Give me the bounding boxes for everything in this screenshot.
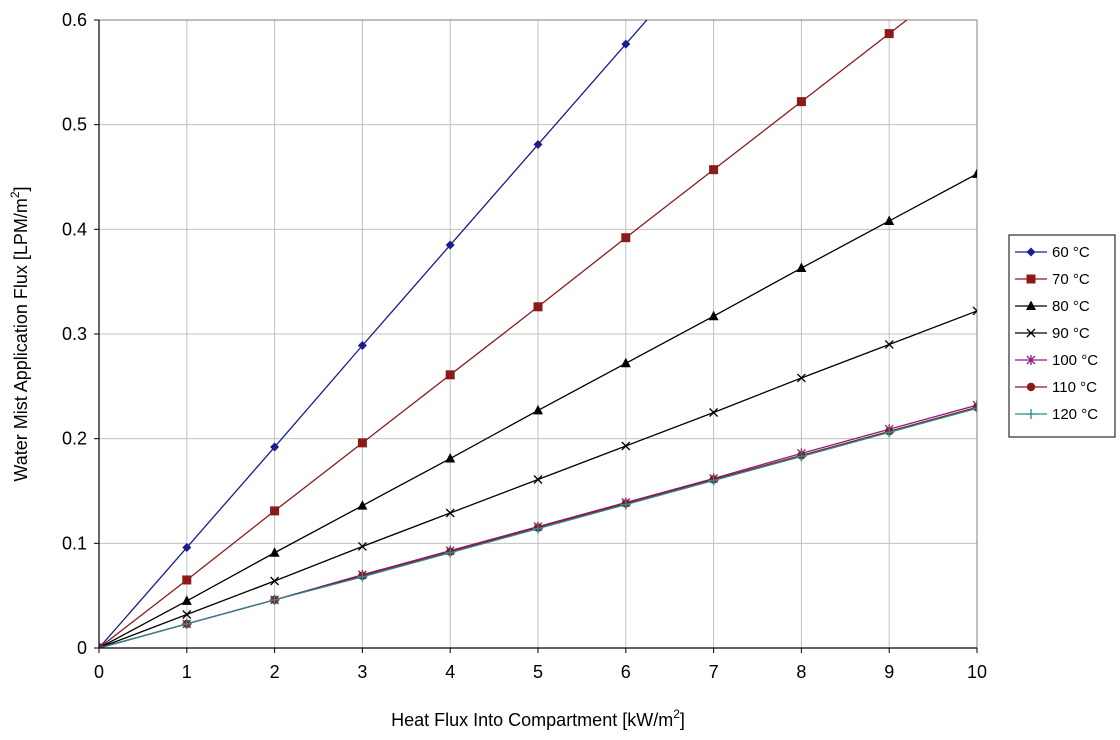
data-point-90-c — [270, 576, 280, 586]
x-tick-label: 1 — [182, 662, 192, 682]
data-point-80-c — [796, 262, 807, 273]
data-point-70-c — [884, 29, 894, 39]
legend-item-70-c: 70 °C — [1015, 271, 1090, 288]
legend-item-120-c: 120 °C — [1015, 406, 1098, 423]
data-point-60-c — [533, 140, 543, 150]
legend-item-90-c: 90 °C — [1015, 325, 1090, 342]
legend-marker-100-c — [1026, 355, 1036, 365]
y-tick-label: 0.1 — [62, 533, 87, 553]
data-point-60-c — [445, 240, 455, 250]
data-point-120-c — [181, 618, 192, 629]
data-point-80-c — [533, 404, 543, 415]
y-tick-label: 0 — [77, 638, 87, 658]
data-point-70-c — [621, 233, 631, 243]
data-point-120-c — [269, 594, 280, 605]
legend-label: 80 °C — [1052, 298, 1090, 315]
data-point-60-c — [270, 442, 280, 452]
data-point-90-c — [709, 408, 719, 417]
data-point-60-c — [182, 543, 192, 553]
x-tick-label: 7 — [709, 662, 719, 682]
data-point-70-c — [796, 97, 806, 107]
legend-marker-70-c — [1026, 274, 1036, 284]
data-point-70-c — [270, 506, 280, 516]
data-point-90-c — [533, 475, 543, 484]
legend-label: 60 °C — [1052, 244, 1090, 261]
y-tick-label: 0.6 — [62, 10, 87, 30]
x-tick-label: 8 — [796, 662, 806, 682]
legend-marker-60-c — [1026, 247, 1036, 257]
y-tick-label: 0.3 — [62, 324, 87, 344]
legend-label: 70 °C — [1052, 271, 1090, 288]
legend-item-60-c: 60 °C — [1015, 244, 1090, 261]
legend-marker-120-c — [1026, 409, 1036, 419]
data-point-80-c — [620, 357, 631, 368]
y-axis-title: Water Mist Application Flux [LPM/m2] — [8, 186, 31, 481]
legend-item-80-c: 80 °C — [1015, 298, 1090, 315]
legend-marker-110-c — [1026, 382, 1036, 392]
x-tick-label: 0 — [94, 662, 104, 682]
x-tick-label: 3 — [357, 662, 367, 682]
y-tick-label: 0.2 — [62, 429, 87, 449]
data-point-70-c — [357, 438, 367, 448]
legend-label: 110 °C — [1052, 379, 1097, 396]
data-point-60-c — [621, 39, 631, 49]
data-point-120-c — [445, 547, 456, 558]
data-point-90-c — [182, 610, 192, 619]
legend-label: 100 °C — [1052, 352, 1098, 369]
series-70-c — [99, 20, 908, 648]
data-point-70-c — [709, 165, 719, 175]
legend-label: 120 °C — [1052, 406, 1098, 423]
legend-marker-80-c — [1026, 300, 1036, 310]
data-point-120-c — [533, 523, 543, 534]
x-tick-label: 9 — [884, 662, 894, 682]
data-point-120-c — [357, 571, 368, 582]
x-tick-label: 2 — [270, 662, 280, 682]
y-tick-label: 0.5 — [62, 115, 87, 135]
data-point-90-c — [357, 542, 367, 551]
data-point-70-c — [445, 370, 455, 380]
x-tick-label: 10 — [967, 662, 987, 682]
x-tick-label: 5 — [533, 662, 543, 682]
data-point-120-c — [620, 499, 631, 510]
data-point-60-c — [357, 341, 367, 351]
series-80-c — [99, 168, 977, 648]
data-point-70-c — [182, 575, 192, 585]
data-point-80-c — [972, 168, 977, 178]
data-point-90-c — [972, 306, 977, 316]
x-axis-title: Heat Flux Into Compartment [kW/m2] — [391, 707, 685, 730]
data-point-120-c — [972, 403, 977, 414]
data-point-80-c — [269, 547, 280, 557]
data-point-90-c — [796, 373, 806, 383]
series-120-c — [99, 403, 977, 648]
legend-label: 90 °C — [1052, 325, 1090, 342]
data-point-120-c — [708, 475, 719, 486]
data-point-80-c — [884, 215, 895, 225]
data-point-80-c — [708, 310, 719, 321]
x-tick-label: 6 — [621, 662, 631, 682]
data-point-80-c — [357, 500, 368, 510]
data-point-90-c — [445, 508, 455, 518]
data-point-120-c — [884, 427, 895, 438]
data-point-80-c — [445, 453, 456, 463]
series-90-c — [99, 306, 977, 648]
legend-items: 60 °C 70 °C 80 °C 90 °C 100 °C 110 °C 120 °C — [1015, 244, 1098, 423]
x-tick-label: 4 — [445, 662, 455, 682]
legend-marker-90-c — [1026, 328, 1036, 338]
legend — [1008, 234, 1116, 438]
y-tick-label: 0.4 — [62, 219, 87, 239]
data-point-90-c — [884, 340, 894, 349]
legend-item-100-c: 100 °C — [1015, 352, 1098, 369]
axes: 0 1 2 3 4 5 6 7 8 9 10 0 0.1 0.2 0.3 0.4 0.5 0.6 — [62, 10, 987, 682]
data-point-80-c — [181, 595, 192, 605]
data-point-70-c — [533, 302, 543, 312]
data-point-120-c — [796, 451, 807, 462]
series-layer — [99, 20, 977, 648]
legend-item-110-c: 110 °C — [1015, 379, 1097, 396]
data-point-90-c — [621, 441, 631, 451]
series-line-60-c — [99, 20, 648, 648]
gridlines — [99, 20, 977, 648]
series-60-c — [99, 20, 648, 648]
